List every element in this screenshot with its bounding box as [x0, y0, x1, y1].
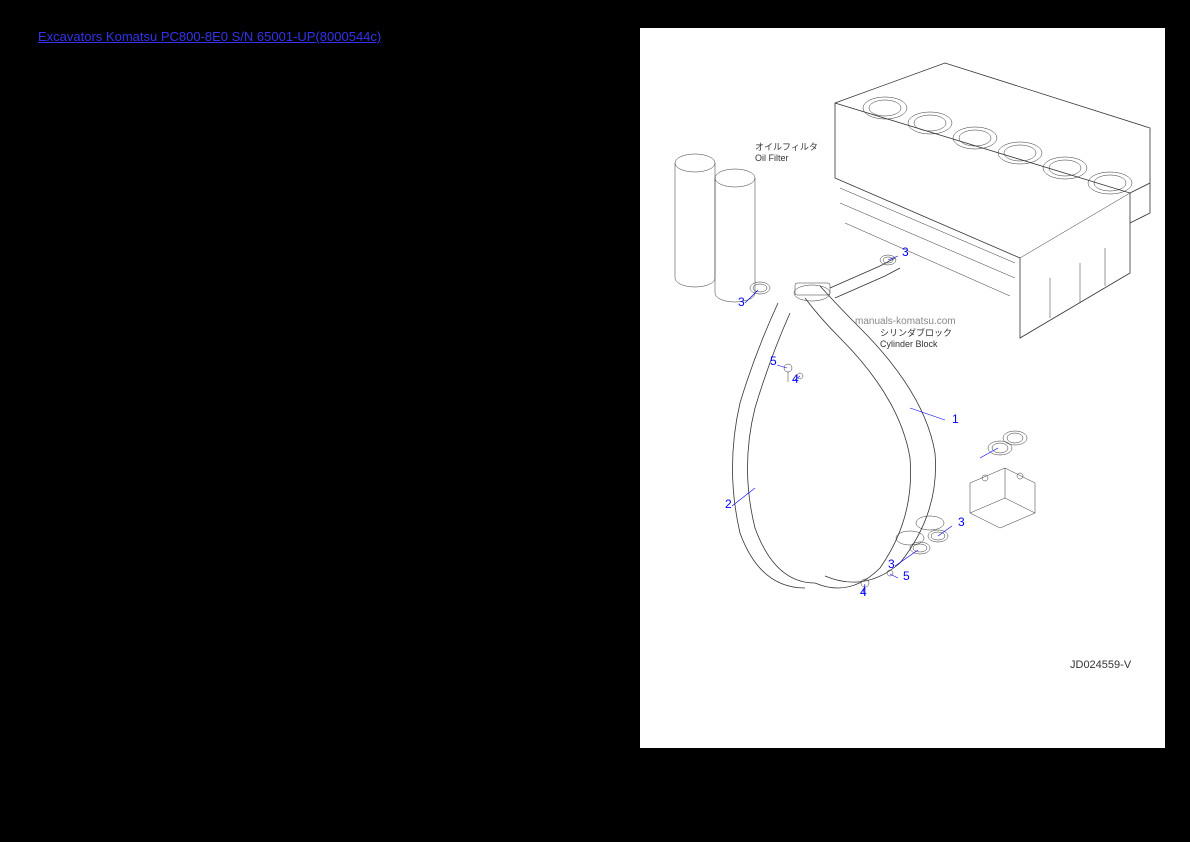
orings-left	[750, 282, 770, 294]
callout-4: 4	[792, 372, 799, 386]
callout-numbers: 1 2 3 3 3 3 4 4 5 5	[725, 245, 965, 599]
orings-lower	[910, 530, 948, 554]
cylinder-block-label-jp: シリンダブロック	[880, 327, 952, 338]
callout-5: 5	[903, 569, 910, 583]
cylinder-block-label-en: Cylinder Block	[880, 339, 938, 349]
callout-4: 4	[860, 585, 867, 599]
product-link[interactable]: Excavators Komatsu PC800-8E0 S/N 65001-U…	[38, 29, 381, 44]
watermark-text: manuals-komatsu.com	[855, 316, 956, 327]
diagram-svg: オイルフィルタ Oil Filter	[640, 28, 1165, 748]
callout-2: 2	[725, 497, 732, 511]
cylinder-block-drawing	[835, 63, 1150, 338]
info-panel: Excavators Komatsu PC800-8E0 S/N 65001-U…	[38, 28, 578, 258]
oil-filter-label-jp: オイルフィルタ	[755, 142, 818, 152]
hose-tubes	[733, 258, 945, 588]
callout-3: 3	[958, 515, 965, 529]
callout-3: 3	[738, 295, 745, 309]
callout-3: 3	[888, 557, 895, 571]
bracket-lower	[970, 468, 1035, 528]
drawing-number: JD024559-V	[1070, 659, 1132, 671]
oil-filter-drawing	[675, 154, 755, 302]
parts-diagram: オイルフィルタ Oil Filter	[640, 28, 1165, 748]
callout-1: 1	[952, 412, 959, 426]
callout-3: 3	[902, 245, 909, 259]
callout-5: 5	[770, 354, 777, 368]
orings-block	[988, 431, 1027, 455]
oil-filter-label-en: Oil Filter	[755, 153, 789, 163]
